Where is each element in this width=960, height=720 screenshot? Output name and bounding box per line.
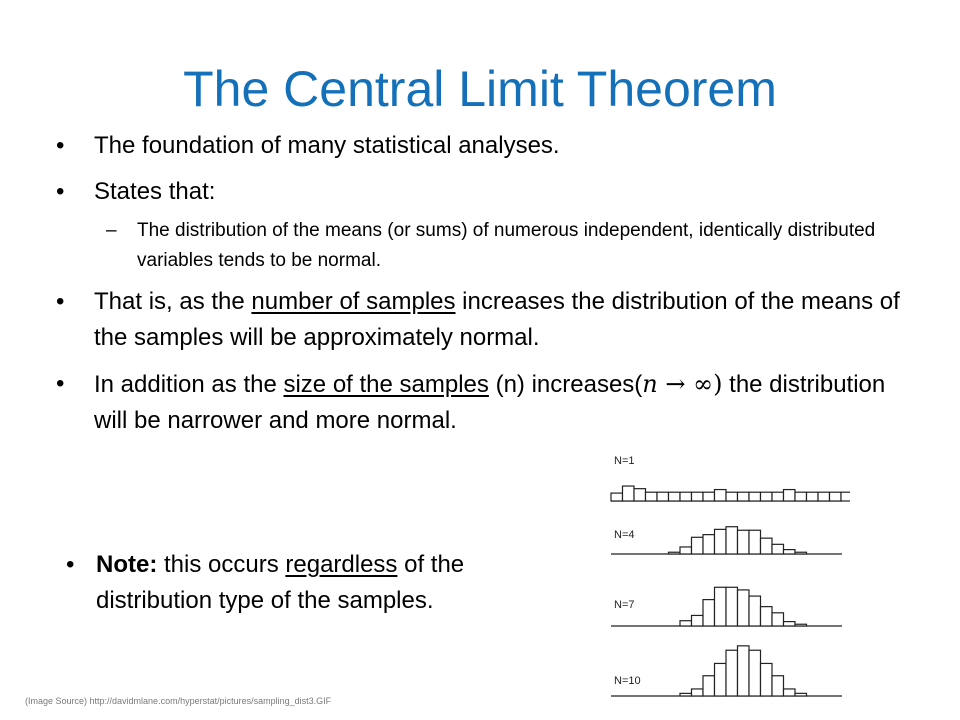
- histogram-bar: [794, 692, 808, 697]
- note-text-pre: this occurs: [157, 551, 286, 578]
- bullet-item: • That is, as the number of samples incr…: [56, 284, 916, 356]
- histogram-bar: [759, 491, 773, 502]
- histogram-bar: [633, 488, 647, 502]
- bullet-underlined-term: number of samples: [251, 288, 456, 315]
- note-text-post: of the distribution type of the samples.: [96, 551, 465, 614]
- histogram-bar: [679, 546, 693, 555]
- histogram-bar: [679, 491, 693, 502]
- histogram-bar: [736, 589, 750, 627]
- sub-bullet-item: – The distribution of the means (or sums…: [56, 216, 916, 276]
- bullet-text-pre: In addition as the: [94, 371, 284, 398]
- histogram-bar: [621, 485, 635, 502]
- histogram-bar: [794, 623, 808, 627]
- histogram-bar: [736, 529, 750, 555]
- histogram-bar: [748, 595, 762, 627]
- histogram-bar: [794, 551, 808, 555]
- sub-bullet-text: The distribution of the means (or sums) …: [137, 220, 876, 271]
- histogram-bar: [690, 491, 704, 502]
- histogram-bar: [702, 675, 716, 697]
- histogram-bar: [725, 491, 739, 502]
- histogram-bar: [736, 645, 750, 697]
- bullet-list: • The foundation of many statistical ana…: [56, 128, 916, 449]
- histogram-bar: [690, 536, 704, 555]
- bullet-dot: •: [56, 178, 65, 205]
- histogram-bar: [782, 688, 796, 697]
- sampling-distribution-figure: N=1 N=4 N=7 N=10: [604, 452, 850, 707]
- bullet-text: The foundation of many statistical analy…: [94, 132, 560, 159]
- note-underlined-term: regardless: [285, 551, 398, 578]
- histogram-bar: [771, 612, 785, 627]
- note-block: • Note: this occurs regardless of the di…: [66, 547, 566, 629]
- bullet-dot: •: [56, 132, 65, 159]
- histogram-bar: [702, 491, 716, 502]
- histogram-bar: [817, 491, 831, 502]
- histogram-bar: [713, 528, 727, 555]
- bullet-text-post: the distribution will be narrower and mo…: [94, 371, 886, 434]
- histogram-bar: [759, 606, 773, 627]
- histogram-label: N=4: [614, 529, 635, 541]
- histogram-bar: [805, 491, 819, 502]
- histogram-bar: [656, 491, 670, 502]
- histogram-bar: [782, 621, 796, 627]
- histogram-bar: [702, 599, 716, 627]
- bullet-item: • In addition as the size of the samples…: [56, 366, 916, 439]
- histogram-bar: [736, 491, 750, 502]
- histogram-svg: N=1 N=4 N=7 N=10: [610, 455, 850, 697]
- histogram-bar: [702, 534, 716, 555]
- histogram-bar: [794, 491, 808, 502]
- histogram-bar: [759, 662, 773, 697]
- bullet-text-mid: (n) increases(: [488, 371, 643, 398]
- histogram-bar: [840, 491, 850, 502]
- histogram-bar: [713, 586, 727, 627]
- histogram-bar: [759, 537, 773, 555]
- histogram-bar: [748, 491, 762, 502]
- bullet-text-pre: That is, as the: [94, 288, 252, 315]
- bullet-dot: •: [56, 288, 65, 315]
- histogram-bar: [771, 543, 785, 555]
- histogram-bar: [771, 675, 785, 697]
- histogram-bar: [679, 620, 693, 627]
- histogram-bar: [667, 551, 681, 555]
- histogram-bar: [725, 586, 739, 627]
- sub-bullet-dash: –: [106, 220, 117, 241]
- histogram-bar: [782, 488, 796, 502]
- histogram-bar: [828, 491, 842, 502]
- histogram-bar: [771, 491, 785, 502]
- image-source-caption: (Image Source) http://davidmlane.com/hyp…: [25, 696, 332, 706]
- histogram-bar: [748, 649, 762, 697]
- histogram-bar: [667, 491, 681, 502]
- histogram-bar: [644, 491, 658, 502]
- histogram-bar: [713, 488, 727, 502]
- histogram-label: N=10: [614, 675, 641, 687]
- slide-title: The Central Limit Theorem: [183, 61, 777, 117]
- histogram-bar: [679, 692, 693, 697]
- bullet-text: States that:: [94, 178, 216, 205]
- math-variable-n: n: [642, 370, 658, 398]
- bullet-item: • The foundation of many statistical ana…: [56, 128, 916, 164]
- histogram-label: N=1: [614, 455, 635, 467]
- note-bullet-item: • Note: this occurs regardless of the di…: [66, 547, 566, 619]
- bullet-item: • States that:: [56, 174, 916, 210]
- bullet-dot: •: [56, 370, 65, 397]
- bullet-text-post: increases the distribution of the means …: [94, 288, 900, 351]
- histogram-bar: [725, 649, 739, 697]
- histogram-bar: [725, 526, 739, 555]
- bullet-dot: •: [66, 551, 75, 578]
- note-label: Note:: [96, 551, 158, 578]
- histogram-label: N=7: [614, 599, 635, 611]
- histogram-bar: [690, 688, 704, 697]
- histogram-bar: [610, 492, 624, 502]
- histogram-bar: [748, 529, 762, 555]
- histogram-bar: [782, 548, 796, 555]
- bullet-underlined-term: size of the samples: [283, 371, 489, 398]
- histogram-bar: [690, 614, 704, 627]
- histogram-bar: [713, 662, 727, 697]
- math-arrow-infinity: → ∞): [657, 370, 723, 398]
